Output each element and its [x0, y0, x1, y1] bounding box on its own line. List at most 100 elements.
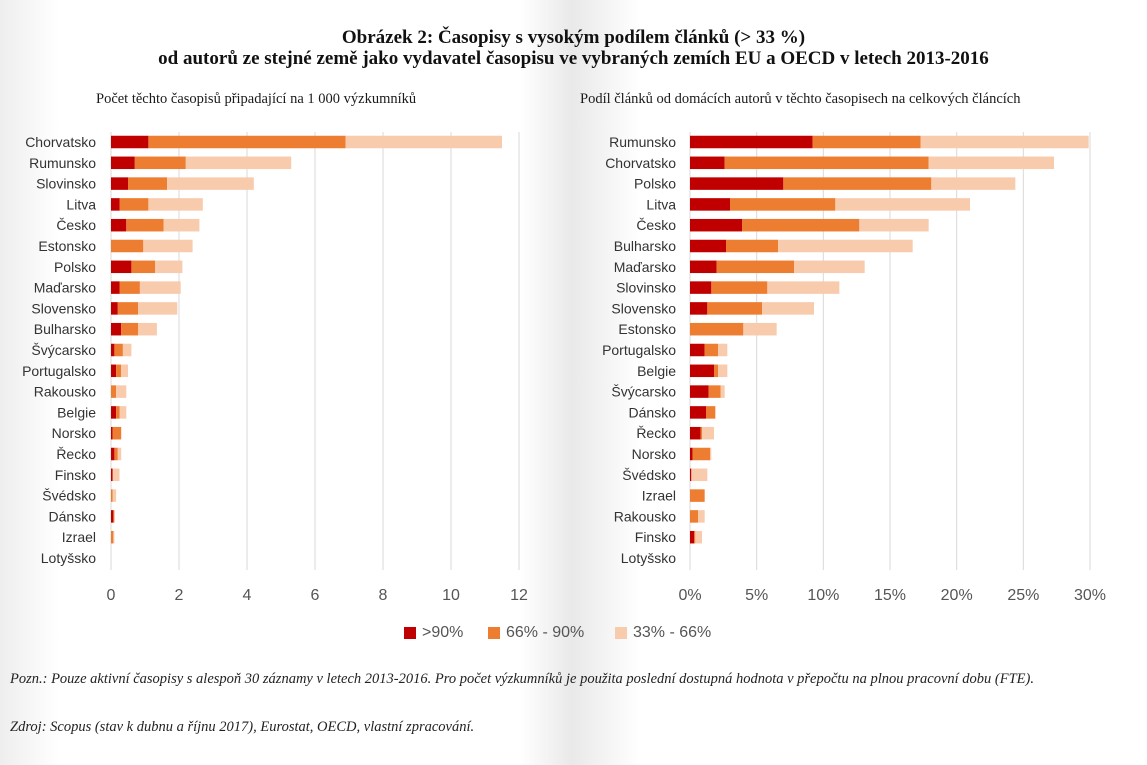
right-bar-estonsko-66-90 — [690, 322, 744, 336]
right-bar-svycarsko-33-66 — [720, 385, 725, 398]
right-category-label-polsko: Polsko — [634, 176, 676, 192]
right-category-label-slovinsko: Slovinsko — [616, 280, 676, 296]
left-category-label-bulharsko: Bulharsko — [34, 321, 96, 337]
right-x-tick-label: 20% — [941, 587, 973, 604]
left-bar-svedsko-66-90 — [111, 489, 113, 502]
right-bar-litva-66-90 — [730, 198, 836, 211]
right-bar-madarsko-gt90 — [690, 260, 717, 274]
left-bar-svycarsko-gt90 — [111, 343, 115, 357]
legend-swatch-33-66 — [615, 627, 627, 639]
right-x-tick-label: 15% — [874, 587, 906, 604]
right-bar-finsko-66-90 — [694, 530, 696, 544]
right-category-label-chorvatsko: Chorvatsko — [605, 155, 676, 171]
right-bar-rumunsko-66-90 — [812, 135, 921, 149]
left-bar-portugalsko-33-66 — [121, 364, 128, 378]
left-bar-slovensko-33-66 — [138, 302, 178, 315]
legend-label-33-66: 33% - 66% — [633, 624, 712, 641]
right-category-label-dansko: Dánsko — [629, 404, 677, 420]
left-bar-litva-66-90 — [119, 198, 149, 211]
right-chart-title: Podíl článků od domácích autorů v těchto… — [580, 91, 1021, 107]
right-category-label-finsko: Finsko — [635, 529, 676, 545]
left-bar-rumunsko-gt90 — [111, 156, 135, 170]
left-bar-litva-gt90 — [111, 198, 120, 211]
legend-swatch-gt90 — [404, 627, 416, 639]
right-bar-norsko-gt90 — [690, 447, 693, 461]
left-category-label-slovensko: Slovensko — [31, 300, 96, 316]
right-bar-madarsko-66-90 — [716, 260, 794, 274]
left-bar-rakousko-66-90 — [111, 385, 117, 398]
left-bar-dansko-66-90 — [113, 510, 115, 523]
right-category-label-bulharsko: Bulharsko — [614, 238, 676, 254]
left-category-label-portugalsko: Portugalsko — [22, 363, 96, 379]
left-category-label-estonsko: Estonsko — [38, 238, 96, 254]
right-bar-chorvatsko-33-66 — [928, 156, 1054, 170]
left-bar-slovensko-66-90 — [117, 302, 139, 315]
right-x-tick-label: 10% — [807, 587, 839, 604]
left-category-label-izrael: Izrael — [62, 529, 96, 545]
legend-swatch-66-90 — [488, 627, 500, 639]
left-bar-litva-33-66 — [148, 198, 203, 211]
right-bar-bulharsko-33-66 — [778, 239, 913, 253]
left-bar-slovinsko-33-66 — [167, 177, 254, 190]
right-bar-cesko-gt90 — [690, 218, 742, 232]
right-category-label-litva: Litva — [646, 196, 676, 212]
note-text: Pozn.: Pouze aktivní časopisy s alespoň … — [10, 671, 1034, 687]
left-category-label-chorvatsko: Chorvatsko — [25, 134, 96, 150]
left-bar-chorvatsko-66-90 — [148, 135, 346, 149]
right-bar-chorvatsko-gt90 — [690, 156, 725, 170]
left-bar-slovinsko-gt90 — [111, 177, 128, 190]
right-bar-polsko-gt90 — [690, 177, 784, 190]
left-bar-chorvatsko-33-66 — [345, 135, 502, 149]
left-category-label-madarsko: Maďarsko — [34, 280, 97, 296]
right-bar-slovinsko-33-66 — [767, 281, 840, 294]
legend-item-66-90: 66% - 90% — [488, 624, 584, 642]
legend: >90% 66% - 90% 33% - 66% — [0, 624, 1147, 646]
legend-item-33-66: 33% - 66% — [615, 624, 711, 642]
right-bar-cesko-33-66 — [859, 218, 929, 232]
right-bar-rakousko-66-90 — [690, 510, 698, 523]
left-bar-norsko-gt90 — [111, 426, 113, 440]
right-bar-litva-33-66 — [835, 198, 970, 211]
left-bar-norsko-66-90 — [112, 426, 122, 440]
right-bar-slovinsko-gt90 — [690, 281, 712, 294]
left-category-label-svedsko: Švédsko — [42, 488, 96, 504]
right-category-label-lotyssko: Lotyšsko — [621, 550, 676, 566]
left-bar-svycarsko-33-66 — [122, 343, 132, 357]
left-category-label-norsko: Norsko — [52, 425, 97, 441]
right-bar-finsko-gt90 — [690, 530, 694, 544]
right-bar-svedsko-gt90 — [690, 468, 692, 482]
left-x-tick-label: 8 — [379, 587, 388, 604]
left-x-tick-label: 10 — [442, 587, 460, 604]
right-bar-slovinsko-66-90 — [711, 281, 768, 294]
right-category-label-recko: Řecko — [636, 425, 676, 441]
right-bar-svedsko-33-66 — [691, 468, 708, 482]
right-bar-slovensko-66-90 — [707, 302, 762, 315]
right-bar-norsko-33-66 — [710, 447, 712, 461]
right-bar-rumunsko-gt90 — [690, 135, 813, 149]
legend-label-66-90: 66% - 90% — [506, 624, 585, 641]
right-bar-litva-gt90 — [690, 198, 730, 211]
left-category-label-rakousko: Rakousko — [34, 384, 96, 400]
left-category-label-cesko: Česko — [56, 217, 96, 233]
right-bar-svycarsko-66-90 — [708, 385, 721, 398]
right-bar-polsko-33-66 — [931, 177, 1016, 190]
left-category-label-belgie: Belgie — [57, 404, 96, 420]
figure-title-line1: Obrázek 2: Časopisy s vysokým podílem čl… — [341, 27, 806, 48]
left-category-label-rumunsko: Rumunsko — [29, 155, 96, 171]
left-bar-izrael-66-90 — [111, 530, 114, 544]
right-category-label-estonsko: Estonsko — [618, 321, 676, 337]
right-category-label-rakousko: Rakousko — [614, 508, 676, 524]
left-bar-estonsko-33-66 — [143, 239, 193, 253]
left-bar-finsko-gt90 — [111, 468, 113, 482]
legend-label-gt90: >90% — [422, 624, 464, 641]
figure-title-line2: od autorů ze stejné země jako vydavatel … — [158, 48, 989, 69]
right-category-label-svedsko: Švédsko — [622, 467, 676, 483]
left-category-label-finsko: Finsko — [55, 467, 96, 483]
right-category-label-svycarsko: Švýcarsko — [611, 384, 676, 400]
left-bar-belgie-66-90 — [116, 406, 120, 419]
left-category-label-litva: Litva — [66, 196, 96, 212]
right-bar-portugalsko-33-66 — [718, 343, 728, 357]
